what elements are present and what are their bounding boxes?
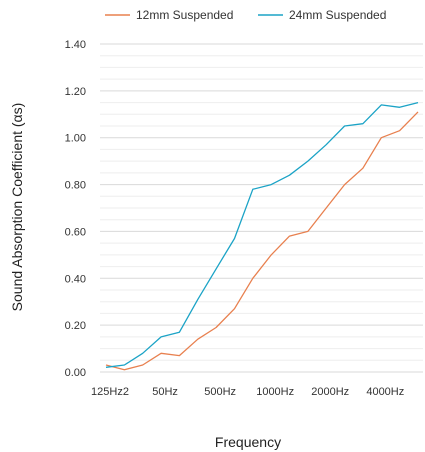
x-axis-ticks: 125Hz2 50Hz 500Hz 1000Hz 2000Hz 4000Hz <box>91 386 404 398</box>
series-line-24mm <box>105 101 419 368</box>
x-tick-label: 500Hz <box>204 386 236 398</box>
x-tick-label: 2000Hz <box>311 386 349 398</box>
y-tick-label: 0.80 <box>65 180 86 192</box>
y-tick-label: 0.40 <box>65 273 86 285</box>
legend-label-24mm: 24mm Suspended <box>289 8 386 22</box>
y-tick-label: 0.20 <box>65 320 86 332</box>
y-tick-label: 1.40 <box>65 39 86 51</box>
x-tick-label: 4000Hz <box>366 386 404 398</box>
y-axis-title: Sound Absorption Coefficient (αs) <box>9 103 25 312</box>
gridlines <box>100 43 423 373</box>
y-tick-label: 1.20 <box>65 86 86 98</box>
x-tick-label: 50Hz <box>152 386 178 398</box>
series-lines <box>105 101 419 371</box>
legend-item-12mm[interactable]: 12mm Suspended <box>105 8 233 22</box>
y-axis-ticks: 0.00 0.20 0.40 0.60 0.80 1.00 1.20 1.40 <box>65 39 86 379</box>
legend: 12mm Suspended 24mm Suspended <box>105 8 386 22</box>
legend-label-12mm: 12mm Suspended <box>136 8 233 22</box>
y-tick-label: 1.00 <box>65 133 86 145</box>
x-tick-label: 1000Hz <box>256 386 294 398</box>
series-line-12mm <box>105 111 419 371</box>
x-tick-label: 125Hz2 <box>91 386 129 398</box>
y-tick-label: 0.00 <box>65 367 86 379</box>
legend-item-24mm[interactable]: 24mm Suspended <box>258 8 386 22</box>
x-axis-title: Frequency <box>215 434 281 450</box>
y-tick-label: 0.60 <box>65 226 86 238</box>
